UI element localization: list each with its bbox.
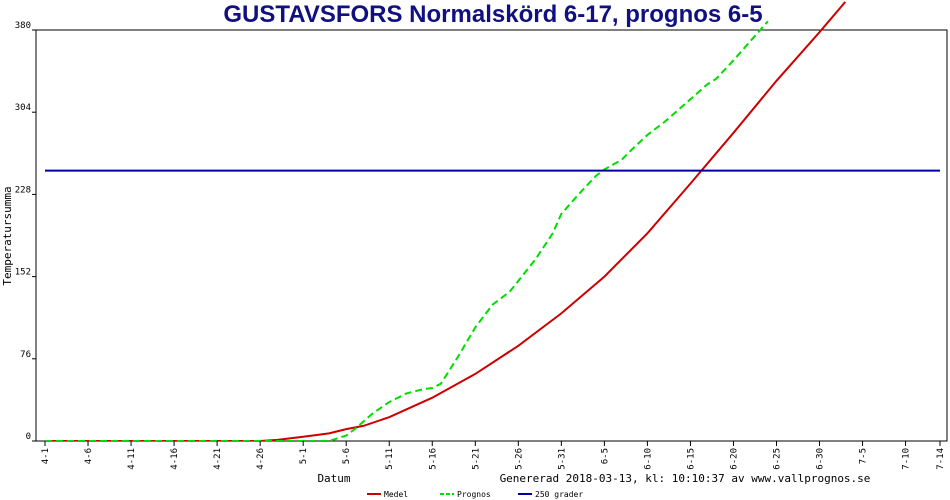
- x-tick-label: 5-6: [342, 448, 352, 464]
- x-tick-label: 4-6: [84, 448, 94, 464]
- legend-label: 250 grader: [535, 490, 583, 499]
- x-tick-label: 6-5: [600, 448, 610, 464]
- x-tick-label: 6-25: [772, 448, 782, 470]
- x-tick-label: 5-21: [471, 448, 481, 470]
- x-tick-label: 6-20: [729, 448, 739, 470]
- x-tick-label: 4-11: [127, 448, 137, 470]
- series-layer: [45, 1, 940, 441]
- y-tick-label: 380: [15, 21, 31, 31]
- y-axis: 0 76 152 228 304 380: [15, 21, 36, 442]
- x-tick-label: 7-10: [902, 448, 912, 470]
- x-tick-label: 5-26: [514, 448, 524, 470]
- y-tick-label: 304: [15, 103, 31, 113]
- x-tick-label: 4-26: [256, 448, 266, 470]
- x-tick-label: 6-10: [643, 448, 653, 470]
- x-tick-label: 5-16: [428, 448, 438, 470]
- footer-text: Genererad 2018-03-13, kl: 10:10:37 av ww…: [500, 472, 871, 485]
- series-line-0: [45, 1, 847, 441]
- x-axis-label: Datum: [317, 472, 350, 485]
- x-tick-label: 4-1: [41, 448, 51, 464]
- x-tick-label: 4-16: [170, 448, 180, 470]
- y-tick-label: 0: [26, 432, 31, 442]
- y-tick-label: 228: [15, 185, 31, 195]
- y-tick-label: 76: [20, 350, 31, 360]
- series-line-1: [45, 20, 769, 441]
- x-tick-label: 6-30: [816, 448, 826, 470]
- chart-title: GUSTAVSFORS Normalskörd 6-17, prognos 6-…: [223, 1, 762, 28]
- x-tick-label: 7-14: [936, 448, 946, 470]
- legend-label: Medel: [384, 490, 408, 499]
- y-tick-label: 152: [15, 268, 31, 278]
- x-tick-label: 6-15: [686, 448, 696, 470]
- y-axis-label: Temperatursumma: [1, 186, 14, 285]
- x-tick-label: 5-11: [385, 448, 395, 470]
- legend: Medel Prognos 250 grader: [367, 490, 583, 499]
- x-axis: 4-1 4-6 4-11 4-16 4-21 4-26 5-1 5-6 5-11 5-16 5-21…: [41, 441, 946, 470]
- plot-area: [35, 29, 948, 442]
- x-tick-label: 4-21: [213, 448, 223, 470]
- x-tick-label: 5-31: [557, 448, 567, 470]
- x-tick-label: 5-1: [299, 448, 309, 464]
- legend-label: Prognos: [457, 490, 491, 499]
- x-tick-label: 7-5: [859, 448, 869, 464]
